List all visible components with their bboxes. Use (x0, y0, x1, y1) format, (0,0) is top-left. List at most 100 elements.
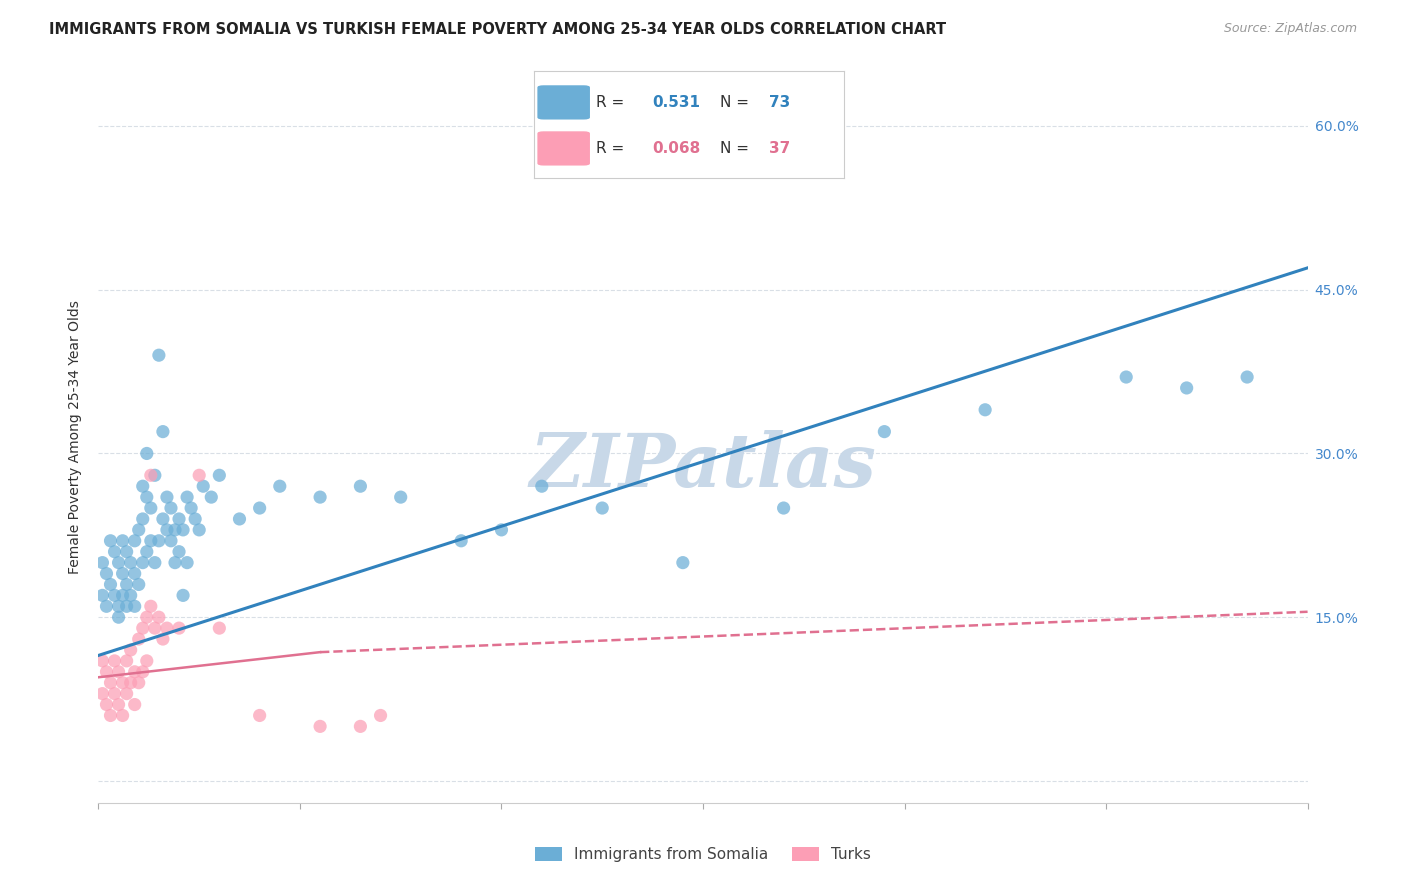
Point (128, 523, 150, 537)
Point (389, 490, 412, 504)
Point (135, 545, 157, 559)
Point (152, 425, 174, 439)
Point (160, 501, 183, 516)
Point (135, 654, 157, 668)
Point (100, 708, 122, 723)
Point (491, 523, 513, 537)
Point (111, 675, 134, 690)
Point (124, 566, 146, 581)
Point (156, 490, 179, 504)
Point (103, 545, 125, 559)
Point (107, 610, 129, 624)
Point (111, 708, 134, 723)
Text: N =: N = (720, 141, 754, 156)
Point (100, 577, 122, 591)
Point (132, 479, 155, 493)
Point (1236, 370, 1258, 384)
Point (309, 490, 332, 504)
Point (167, 545, 190, 559)
Legend: Immigrants from Somalia, Turks: Immigrants from Somalia, Turks (529, 841, 877, 868)
Text: 0.068: 0.068 (652, 141, 700, 156)
Point (124, 665, 146, 679)
Point (873, 425, 896, 439)
Point (349, 719, 371, 733)
Text: N =: N = (720, 95, 754, 110)
Point (107, 556, 129, 570)
Point (180, 501, 202, 516)
Point (91, 687, 114, 701)
Point (96, 566, 118, 581)
Point (249, 708, 271, 723)
Point (139, 533, 162, 548)
Point (208, 468, 231, 483)
Point (128, 632, 150, 646)
Point (370, 708, 392, 723)
Point (208, 621, 231, 635)
Point (120, 556, 142, 570)
Point (128, 577, 150, 591)
Point (163, 523, 186, 537)
Point (228, 512, 250, 526)
Point (152, 512, 174, 526)
Point (591, 501, 613, 516)
Point (143, 556, 166, 570)
Point (156, 523, 179, 537)
Point (160, 533, 183, 548)
Point (309, 719, 332, 733)
Point (139, 468, 162, 483)
Point (103, 687, 125, 701)
Point (148, 348, 170, 362)
Point (135, 490, 157, 504)
Point (156, 621, 179, 635)
Point (188, 468, 211, 483)
Point (200, 490, 222, 504)
Point (128, 675, 150, 690)
Point (176, 490, 198, 504)
Text: R =: R = (596, 141, 630, 156)
Text: 0.531: 0.531 (652, 95, 700, 110)
Point (107, 665, 129, 679)
Point (111, 566, 134, 581)
Point (120, 588, 142, 602)
Point (120, 643, 142, 657)
Point (111, 588, 134, 602)
Point (163, 556, 186, 570)
Point (132, 665, 155, 679)
Point (188, 523, 211, 537)
Point (172, 523, 194, 537)
Point (772, 501, 794, 516)
Point (672, 556, 695, 570)
Point (269, 479, 291, 493)
Point (135, 610, 157, 624)
Point (249, 501, 271, 516)
Point (139, 599, 162, 614)
Point (96, 698, 118, 712)
Point (91, 556, 114, 570)
Point (974, 402, 997, 417)
Point (103, 654, 125, 668)
Point (115, 654, 138, 668)
Point (91, 588, 114, 602)
Point (167, 512, 190, 526)
Point (143, 468, 166, 483)
Point (124, 599, 146, 614)
Point (176, 556, 198, 570)
Point (132, 512, 155, 526)
FancyBboxPatch shape (537, 131, 591, 166)
Point (193, 479, 215, 493)
Point (152, 632, 174, 646)
Point (120, 675, 142, 690)
Point (1115, 370, 1137, 384)
Point (135, 446, 157, 460)
Text: ZIPatlas: ZIPatlas (530, 430, 876, 502)
Point (107, 698, 129, 712)
FancyBboxPatch shape (537, 86, 591, 120)
Point (349, 479, 371, 493)
Point (148, 610, 170, 624)
Point (100, 533, 122, 548)
Point (115, 545, 138, 559)
Text: IMMIGRANTS FROM SOMALIA VS TURKISH FEMALE POVERTY AMONG 25-34 YEAR OLDS CORRELAT: IMMIGRANTS FROM SOMALIA VS TURKISH FEMAL… (49, 22, 946, 37)
Text: 73: 73 (769, 95, 790, 110)
Point (115, 687, 138, 701)
Point (148, 533, 170, 548)
